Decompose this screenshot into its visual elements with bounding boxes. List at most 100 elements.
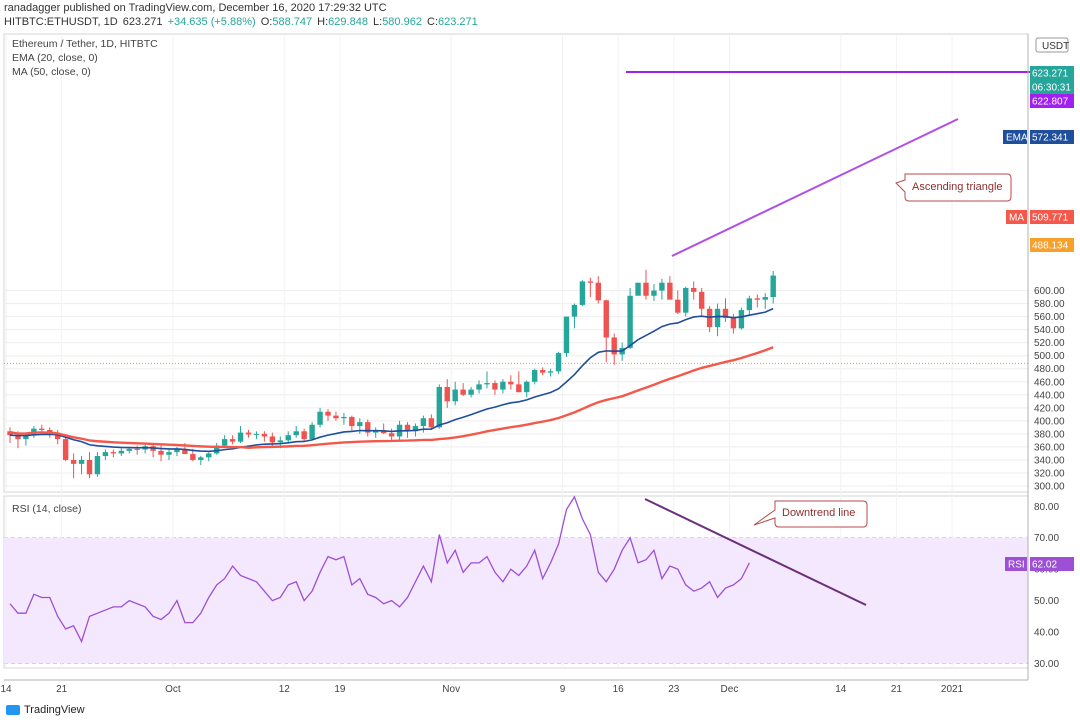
- candle-body: [722, 308, 729, 318]
- candle-body: [571, 304, 578, 317]
- rsi-value-tag: 62.02: [1032, 560, 1057, 571]
- candle-body: [245, 432, 252, 435]
- candle-body: [182, 448, 188, 455]
- candle-body: [102, 452, 109, 457]
- price-tick-label: 480.00: [1034, 364, 1065, 375]
- price-tick-label: 400.00: [1034, 416, 1065, 427]
- candle-body: [643, 282, 649, 296]
- candle-body: [261, 433, 268, 437]
- candle-body: [110, 452, 117, 454]
- candle-body: [508, 381, 514, 385]
- ma-tag-label-bg: [1006, 210, 1027, 224]
- candle-body: [659, 282, 665, 291]
- legend-rsi: RSI (14, close): [12, 503, 82, 515]
- candle-body: [547, 371, 554, 373]
- candle-body: [285, 435, 291, 441]
- candle-body: [118, 450, 124, 454]
- time-tick-label: 21: [56, 684, 68, 695]
- candle-body: [428, 418, 435, 428]
- rsi-tick-label: 50.00: [1034, 596, 1059, 607]
- candle-body: [452, 389, 458, 402]
- ascending-trendline: [671, 118, 959, 257]
- candle-body: [460, 389, 466, 395]
- candle-body: [587, 281, 594, 283]
- time-tick-label: 12: [279, 684, 291, 695]
- rsi-tick-label: 40.00: [1034, 628, 1059, 639]
- candle-body: [746, 298, 753, 311]
- candle-body: [516, 384, 522, 393]
- price-pane-frame: [3, 33, 1029, 493]
- candle-body: [23, 435, 29, 440]
- candle-body: [70, 459, 77, 464]
- candle-body: [420, 418, 427, 427]
- candle-body: [190, 454, 196, 460]
- candle-body: [651, 290, 657, 296]
- currency-label: USDT: [1042, 41, 1069, 52]
- time-tick-label: Nov: [442, 684, 460, 695]
- ema-tag: 572.341: [1032, 133, 1069, 144]
- candle-body: [770, 275, 776, 298]
- time-tick-label: 9: [560, 684, 566, 695]
- candle-body: [476, 384, 482, 390]
- resistance-tag: 622.807: [1032, 97, 1069, 108]
- close-label: C:: [427, 16, 439, 28]
- price-tick-label: 360.00: [1034, 442, 1065, 453]
- rsi-plot: [9, 495, 750, 644]
- candle-body: [603, 300, 609, 338]
- low-label: L:: [373, 16, 383, 28]
- brand-text: TradingView: [24, 704, 85, 716]
- candle-body: [579, 281, 586, 305]
- rsi-band: [4, 537, 1028, 664]
- footer-brand: TradingView: [6, 704, 85, 716]
- candle-body: [412, 426, 419, 432]
- candle-body: [94, 456, 101, 475]
- candle-body: [484, 383, 490, 385]
- last-price: 623.271: [122, 16, 163, 28]
- candle-body: [206, 453, 212, 458]
- ohlc-bar: HITBTC:ETHUSDT, 1D 623.271 +34.635 (+5.8…: [4, 15, 480, 29]
- currency-box: [1035, 37, 1069, 53]
- time-tick-label: 23: [668, 684, 680, 695]
- candle-body: [309, 424, 315, 440]
- price-tick-label: 580.00: [1034, 299, 1065, 310]
- candle-body: [333, 415, 339, 419]
- candle-body: [86, 459, 93, 475]
- price-tick-label: 600.00: [1034, 286, 1065, 297]
- candle-body: [500, 381, 506, 390]
- ma-50-line: [9, 346, 774, 449]
- rsi-band-fill: [4, 537, 1028, 664]
- time-tick-label: 14: [0, 684, 12, 695]
- price-tick-label: 320.00: [1034, 468, 1065, 479]
- axes: 300.00 320.00 340.00 360.00 380.00 400.00 420.…: [0, 34, 1069, 695]
- rsi-value-tag-bg: [1030, 557, 1074, 571]
- legend-ema: EMA (20, close, 0): [12, 52, 98, 64]
- candle-body: [388, 433, 395, 437]
- prev-close-tag-bg: [1030, 238, 1074, 252]
- candle-body: [698, 291, 705, 309]
- candle-body: [301, 431, 307, 440]
- candle-body: [627, 295, 633, 348]
- annotations: [626, 71, 1030, 606]
- tradingview-logo-icon: [6, 705, 20, 716]
- resistance-tag-bg: [1030, 94, 1074, 108]
- rsi-tick-label: 30.00: [1034, 659, 1059, 670]
- ema-tag-label-bg: [1003, 130, 1027, 144]
- candle-body: [325, 411, 331, 416]
- candle-body: [555, 353, 562, 372]
- low-value: 580.962: [382, 16, 422, 28]
- price-tick-label: 420.00: [1034, 403, 1065, 414]
- time-tick-label: 14: [835, 684, 847, 695]
- high-value: 629.848: [328, 16, 368, 28]
- candle-body: [404, 424, 411, 432]
- candle-body: [349, 416, 355, 427]
- candle-body: [357, 422, 363, 427]
- candle-body: [492, 383, 498, 390]
- candle-body: [762, 297, 768, 300]
- candle-body: [229, 439, 236, 442]
- ema-20-line: [9, 307, 774, 453]
- candle-body: [62, 439, 69, 460]
- candle-body: [174, 448, 180, 453]
- time-tick-label: 21: [891, 684, 903, 695]
- price-tick-label: 300.00: [1034, 482, 1065, 493]
